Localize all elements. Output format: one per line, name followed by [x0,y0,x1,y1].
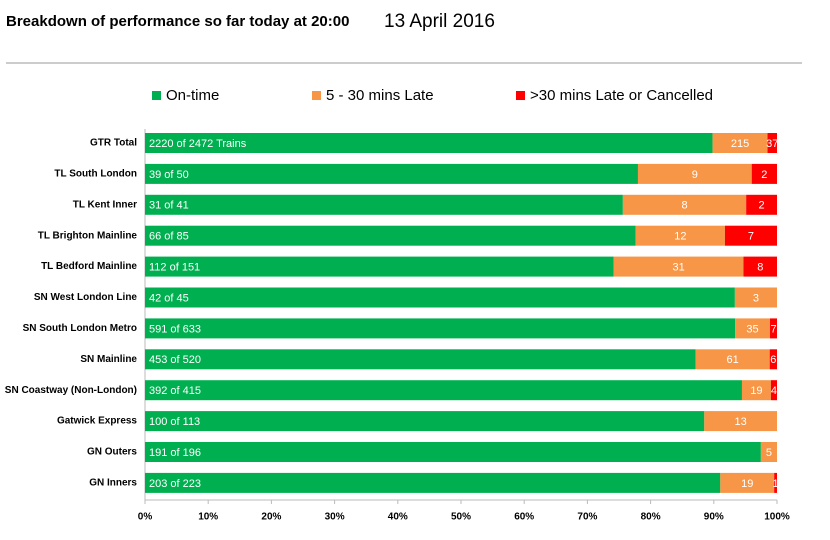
value-label: 12 [674,231,686,243]
value-label: 591 of 633 [149,323,201,335]
bar-segment [637,163,752,184]
bar-segment [770,318,777,339]
chart-title: Breakdown of performance so far today at… [6,13,349,30]
category-label: SN South London Metro [23,323,137,334]
value-label: 203 of 223 [149,478,201,490]
bar-segment [760,442,777,462]
value-label: 5 [766,447,772,459]
x-tick-label: 80% [641,512,661,523]
bar-segment [145,194,623,215]
category-label: TL Brighton Mainline [38,230,138,241]
bar-segment [735,318,771,339]
bar-segment [704,411,777,432]
legend-label: >30 mins Late or Cancelled [530,87,713,104]
category-label: TL South London [54,169,137,180]
bar-segment [622,194,747,215]
bar-segment [145,472,721,493]
bar-segment [145,411,705,432]
legend-swatch [516,91,525,100]
value-label: 19 [741,478,753,490]
value-label: 7 [770,323,776,335]
x-tick-label: 70% [577,512,597,523]
value-label: 8 [757,262,763,274]
category-label: SN Coastway (Non-London) [5,385,137,396]
value-label: 453 of 520 [149,354,201,366]
x-tick-label: 50% [451,512,471,523]
x-tick-label: 100% [764,512,790,523]
legend-swatch [152,91,161,100]
category-label: SN West London Line [34,292,138,303]
x-tick-label: 0% [138,512,153,523]
bar-segment [724,225,777,246]
bar-segment [770,380,777,401]
bar-segment [746,194,777,215]
bar-segment [734,287,777,308]
bar-segment [743,256,777,277]
bar-segment [720,472,775,493]
category-label: GN Inners [89,478,137,489]
x-tick-label: 40% [388,512,408,523]
bar-segment [145,349,696,370]
bar-segment [145,442,761,462]
bar-segment [613,256,744,277]
bar-segment [145,163,638,184]
bar-segment [769,349,777,370]
x-tick-label: 20% [261,512,281,523]
bar-segment [695,349,770,370]
bar-segment [145,256,614,277]
category-label: SN Mainline [80,354,137,365]
value-label: 61 [727,354,739,366]
value-label: 39 of 50 [149,169,189,181]
x-tick-label: 90% [704,512,724,523]
category-label: Gatwick Express [57,416,137,427]
value-label: 4 [771,385,777,397]
bar-segment [712,133,768,153]
value-label: 2220 of 2472 Trains [149,138,247,150]
value-label: 2 [759,200,765,212]
value-label: 191 of 196 [149,447,201,459]
value-label: 392 of 415 [149,385,201,397]
bar-segment [145,225,636,246]
x-tick-label: 30% [325,512,345,523]
value-label: 66 of 85 [149,231,189,243]
bar-segment [145,380,742,401]
chart-subtitle: 13 April 2016 [384,11,495,32]
bar-segment [145,133,713,153]
bar-segment [751,163,777,184]
value-label: 3 [753,292,759,304]
value-label: 215 [731,138,749,150]
value-label: 31 [673,262,685,274]
category-label: GN Outers [87,447,137,458]
bar-segment [774,472,777,493]
bar-segment [145,318,736,339]
value-label: 37 [766,138,778,150]
bar-segment [741,380,771,401]
x-tick-label: 10% [198,512,218,523]
value-label: 2 [761,169,767,181]
bar-segment [635,225,725,246]
legend-swatch [312,91,321,100]
value-label: 35 [746,323,758,335]
bar-segment [767,133,777,153]
category-label: TL Kent Inner [73,199,137,210]
legend-label: 5 - 30 mins Late [326,87,434,104]
value-label: 19 [750,385,762,397]
value-label: 8 [681,200,687,212]
category-label: GTR Total [90,138,137,149]
value-label: 42 of 45 [149,292,189,304]
bar-segment [145,287,735,308]
value-label: 9 [692,169,698,181]
legend-label: On-time [166,87,219,104]
category-label: TL Bedford Mainline [41,261,137,272]
value-label: 31 of 41 [149,200,189,212]
value-label: 13 [735,416,747,428]
value-label: 100 of 113 [149,416,200,428]
value-label: 112 of 151 [149,262,200,274]
value-label: 7 [748,231,754,243]
value-label: 6 [770,354,776,366]
x-tick-label: 60% [514,512,534,523]
value-label: 1 [773,478,779,490]
